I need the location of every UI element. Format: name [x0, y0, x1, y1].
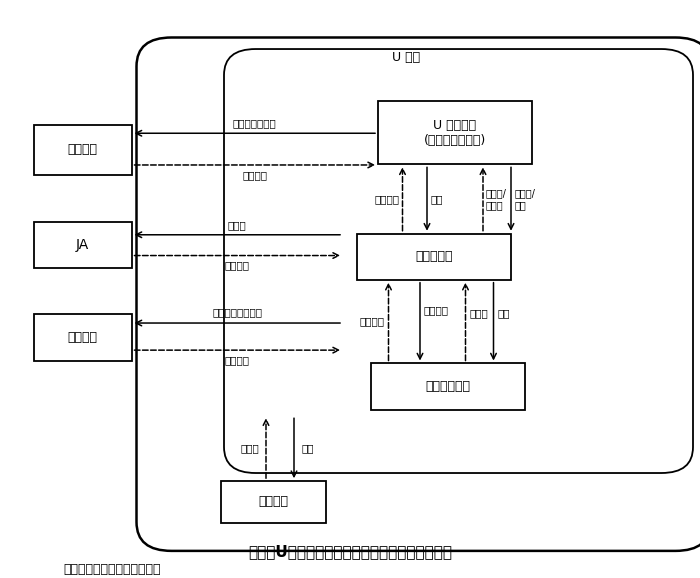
Text: 小作料: 小作料: [469, 308, 488, 318]
Text: U 生産組合
(コンバイン組合): U 生産組合 (コンバイン組合): [424, 118, 486, 147]
Text: 青刈トウモロコシ: 青刈トウモロコシ: [212, 307, 262, 318]
FancyBboxPatch shape: [220, 481, 326, 523]
FancyBboxPatch shape: [231, 265, 686, 461]
FancyBboxPatch shape: [378, 101, 532, 164]
Text: 組合員外農家: 組合員外農家: [426, 380, 470, 393]
Text: 販売代金: 販売代金: [242, 171, 267, 180]
Text: JA: JA: [76, 238, 89, 252]
FancyBboxPatch shape: [136, 38, 700, 551]
Text: 組合員農家: 組合員農家: [415, 250, 453, 263]
Text: 出役費/
小作料: 出役費/ 小作料: [486, 188, 507, 210]
Text: 販売代金: 販売代金: [225, 355, 250, 365]
Text: 販売代金: 販売代金: [225, 260, 250, 270]
FancyBboxPatch shape: [34, 314, 132, 361]
FancyBboxPatch shape: [371, 364, 525, 410]
FancyBboxPatch shape: [224, 49, 693, 473]
Text: 小作料: 小作料: [240, 443, 259, 453]
Text: 畜産農家: 畜産農家: [68, 331, 97, 344]
Text: 青果市場: 青果市場: [68, 143, 97, 157]
Text: 委託料金: 委託料金: [360, 317, 385, 327]
Text: U 集落: U 集落: [392, 51, 420, 64]
FancyBboxPatch shape: [357, 234, 511, 280]
Text: 土地: 土地: [301, 443, 314, 453]
Text: 作業受託: 作業受託: [424, 305, 449, 315]
Text: 資料：聞き取り調査による。: 資料：聞き取り調査による。: [63, 564, 160, 576]
Text: 機械: 機械: [430, 194, 443, 204]
FancyBboxPatch shape: [34, 125, 132, 175]
Text: 米出荷: 米出荷: [228, 221, 246, 231]
Text: 利用料金: 利用料金: [374, 194, 399, 204]
Text: 図１　U生産組合を中心とする農地保全の仕組み: 図１ U生産組合を中心とする農地保全の仕組み: [248, 544, 452, 559]
Text: ダイコン等出荷: ダイコン等出荷: [233, 118, 276, 128]
Text: 不在地主: 不在地主: [258, 495, 288, 509]
FancyBboxPatch shape: [34, 222, 132, 268]
Text: 土地: 土地: [497, 308, 510, 318]
Text: 労働力/
土地: 労働力/ 土地: [514, 188, 536, 210]
